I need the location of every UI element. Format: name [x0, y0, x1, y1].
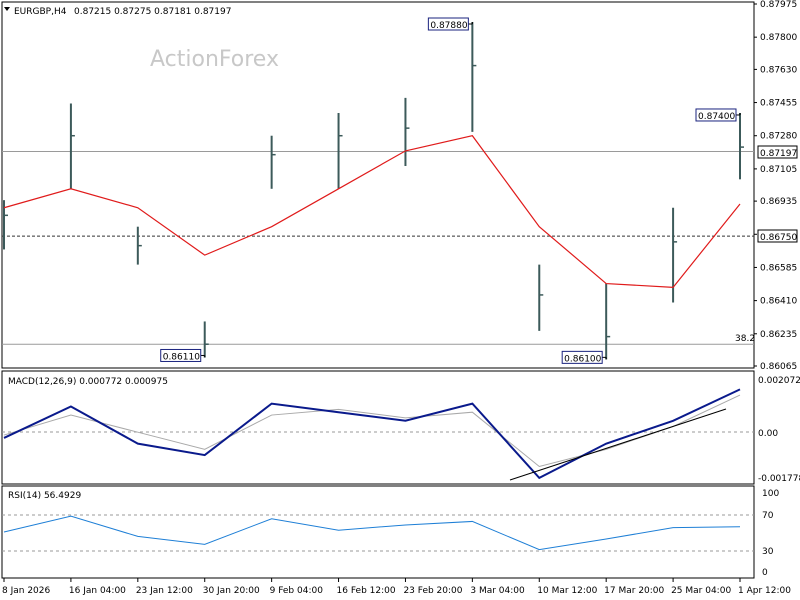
price-tick-label: 0.87630: [760, 65, 797, 75]
moving-average-line: [3, 135, 741, 288]
date-tick-label: 17 Mar 20:00: [604, 586, 664, 596]
macd-signal-line: [3, 394, 741, 468]
rsi-title: RSI(14) 56.4929: [8, 491, 81, 501]
price-tick-label: 0.87800: [760, 33, 797, 43]
rsi-tick-0: 0: [762, 568, 768, 578]
rsi-line: [3, 515, 741, 551]
date-tick-label: 16 Feb 12:00: [337, 586, 396, 596]
rsi-tick-100: 100: [762, 489, 779, 499]
watermark: ActionForex: [150, 47, 279, 72]
marker-box: [427, 17, 469, 31]
date-axis: 8 Jan 2026 16 Jan 04:00 23 Jan 12:00 30 Jan…: [2, 578, 791, 596]
marker-label: 0.86100: [564, 354, 601, 364]
price-tick-label: 0.86065: [760, 362, 797, 372]
macd-trendline: [509, 408, 727, 481]
marker-label: 0.86110: [163, 352, 200, 362]
date-tick-label: 23 Feb 20:00: [403, 586, 462, 596]
symbol-label: EURGBP,H4: [14, 7, 67, 17]
marker-label: 0.87400: [698, 112, 735, 122]
date-tick-label: 9 Feb 04:00: [270, 586, 324, 596]
marker-box: [561, 350, 603, 364]
macd-tick-top: 0.002072: [758, 376, 800, 386]
macd-tick-bottom: -0.001778: [758, 474, 800, 484]
price-tick-label: 0.87280: [760, 132, 797, 142]
date-tick-label: 3 Mar 04:00: [470, 586, 525, 596]
current-price-label: 0.87197: [760, 149, 797, 159]
macd-panel-frame: [1, 370, 755, 485]
rsi-panel-frame: [1, 485, 755, 579]
price-tick-label: 0.87975: [760, 0, 797, 10]
fib-label: 38.2: [735, 334, 755, 344]
marker-box: [695, 108, 737, 122]
date-tick-label: 1 Apr 12:00: [738, 586, 791, 596]
price-bars: [3, 22, 744, 360]
price-tick-label: 0.87455: [760, 99, 797, 109]
macd-tick-zero: 0.00: [758, 429, 778, 439]
price-horizontal-lines: [2, 150, 754, 345]
macd-line: [3, 388, 741, 480]
marker-box: [160, 348, 202, 362]
price-tick-label: 0.86935: [760, 197, 797, 207]
date-tick-label: 25 Mar 04:00: [671, 586, 731, 596]
support-level-label: 0.86750: [760, 233, 797, 243]
collapse-triangle-icon[interactable]: [4, 7, 10, 11]
support-level-box: [757, 229, 798, 243]
rsi-tick-70: 70: [762, 511, 774, 521]
date-tick-label: 10 Mar 12:00: [537, 586, 597, 596]
macd-title: MACD(12,26,9) 0.000772 0.000975: [8, 377, 168, 387]
rsi-tick-30: 30: [762, 547, 774, 557]
date-tick-label: 30 Jan 20:00: [203, 586, 260, 596]
price-panel-frame: [1, 1, 755, 369]
ohlc-readout: 0.87215 0.87275 0.87181 0.87197: [74, 7, 231, 17]
date-tick-label: 16 Jan 04:00: [69, 586, 126, 596]
price-tick-label: 0.87105: [760, 165, 797, 175]
price-tick-label: 0.86235: [760, 330, 797, 340]
current-price-box: [757, 145, 798, 159]
price-tick-label: 0.86410: [760, 297, 797, 307]
marker-label: 0.87880: [430, 21, 467, 31]
date-tick-label: 8 Jan 2026: [2, 586, 50, 596]
price-markers: 0.87880 0.87400 0.86110 0.86100: [160, 17, 741, 364]
price-axis: 0.87975 0.87800 0.87630 0.87455 0.87280 0.871…: [754, 0, 797, 372]
price-tick-label: 0.86585: [760, 263, 797, 273]
date-tick-label: 23 Jan 12:00: [136, 586, 193, 596]
